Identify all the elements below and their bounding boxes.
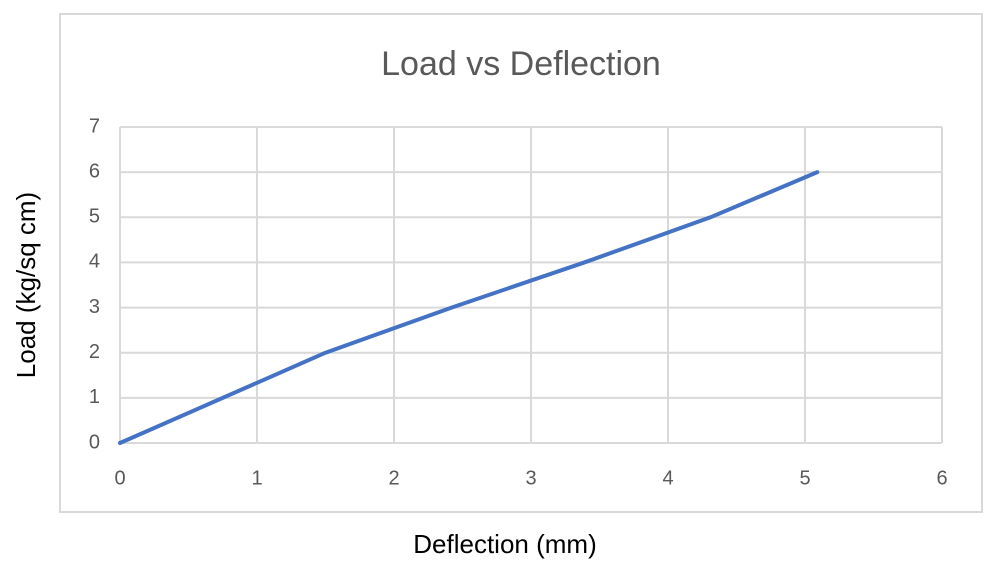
y-tick-label: 5: [89, 206, 100, 228]
x-tick-label: 2: [388, 467, 399, 489]
x-tick-label: 5: [799, 467, 810, 489]
y-axis-title: Load (kg/sq cm): [11, 192, 41, 378]
y-tick-label: 2: [89, 341, 100, 363]
x-tick-label: 0: [114, 467, 125, 489]
x-tick-label: 4: [662, 467, 673, 489]
y-tick-label: 6: [89, 160, 100, 182]
y-tick-label: 1: [89, 386, 100, 408]
y-tick-label: 3: [89, 296, 100, 318]
y-tick-label: 7: [89, 115, 100, 137]
x-tick-label: 6: [936, 467, 947, 489]
y-tick-label: 4: [89, 251, 100, 273]
data-line: [118, 170, 820, 445]
chart-title: Load vs Deflection: [381, 45, 661, 83]
x-tick-label: 3: [525, 467, 536, 489]
x-axis-title: Deflection (mm): [413, 529, 596, 559]
y-tick-label: 0: [89, 431, 100, 453]
x-tick-label: 1: [251, 467, 262, 489]
